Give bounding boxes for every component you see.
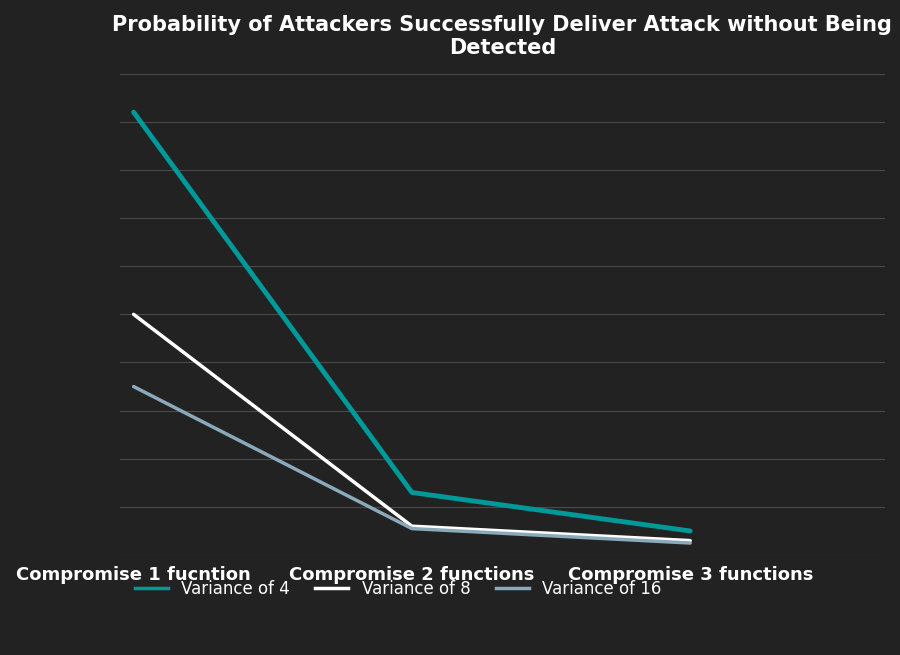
Title: Probability of Attackers Successfully Deliver Attack without Being
Detected: Probability of Attackers Successfully De… bbox=[112, 15, 892, 58]
Legend: Variance of 4, Variance of 8, Variance of 16: Variance of 4, Variance of 8, Variance o… bbox=[128, 573, 668, 605]
